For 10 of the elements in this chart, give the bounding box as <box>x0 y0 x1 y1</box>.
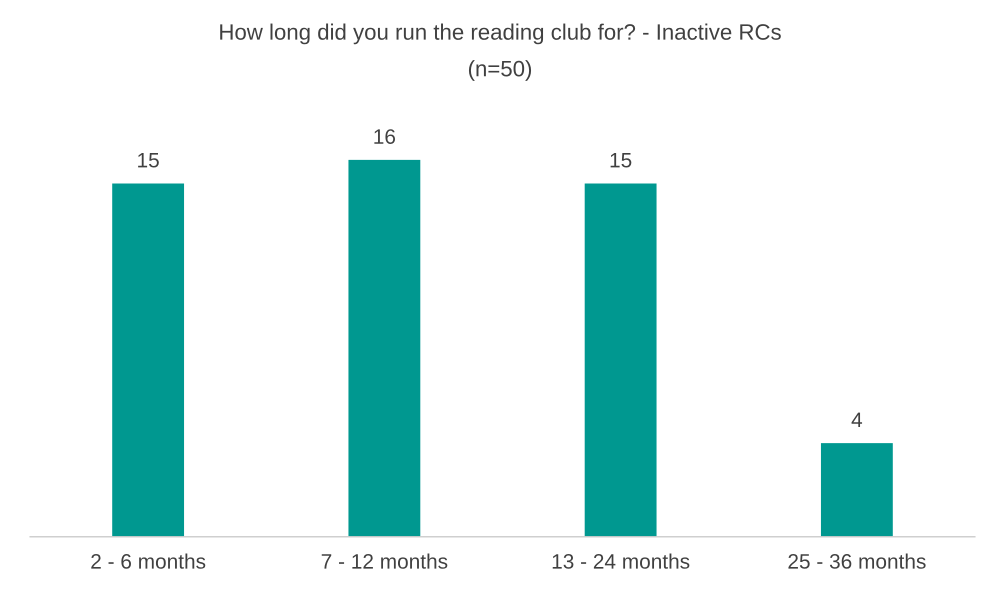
x-tick-label: 13 - 24 months <box>552 553 690 569</box>
x-tick-label: 25 - 36 months <box>788 553 926 569</box>
data-label: 4 <box>852 412 862 427</box>
chart-title: How long did you run the reading club for? - Inactive RCs <box>220 24 781 44</box>
x-tick-label: 7 - 12 months <box>322 553 448 569</box>
data-label: 15 <box>138 153 159 168</box>
data-label: 16 <box>374 129 396 144</box>
data-label: 15 <box>610 153 632 168</box>
chart-subtitle: (n=50) <box>468 60 532 81</box>
x-tick-label: 2 - 6 months <box>91 553 206 569</box>
